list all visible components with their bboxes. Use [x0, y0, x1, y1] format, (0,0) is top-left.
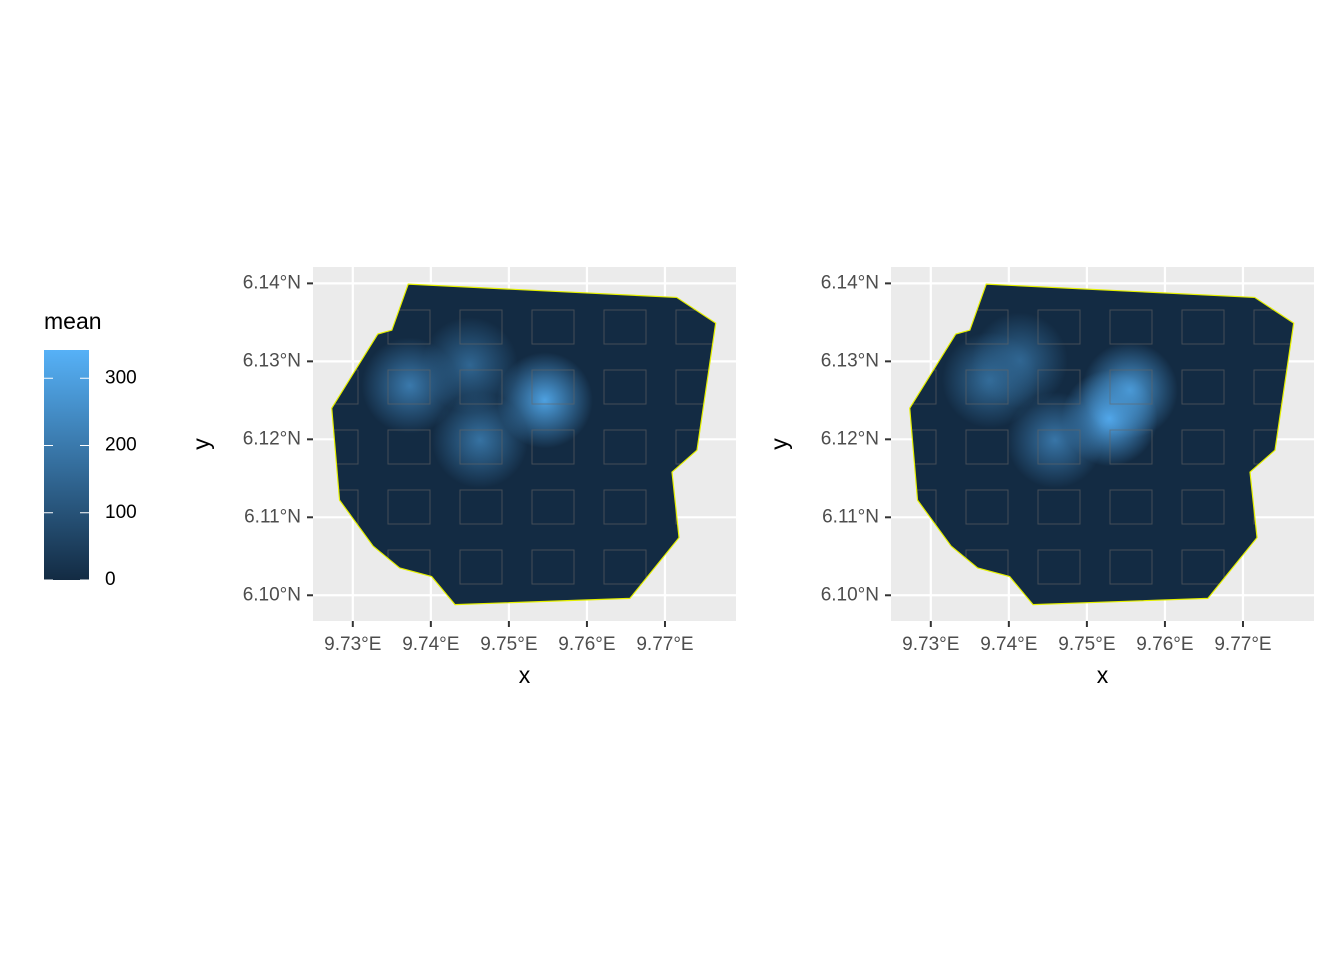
x-axis-title: x	[1097, 662, 1109, 688]
legend-label: 300	[105, 367, 137, 388]
legend-label: 0	[105, 569, 116, 590]
legend-label: 200	[105, 435, 137, 456]
cell-outline	[459, 429, 503, 465]
cell-outline	[1109, 369, 1153, 405]
cell-outline	[387, 489, 431, 525]
cell-outline	[965, 369, 1009, 405]
y-tick-label: 6.12°N	[243, 428, 301, 449]
y-tick-label: 6.10°N	[821, 584, 879, 605]
cell-outline	[675, 369, 716, 405]
cell-outline	[1109, 549, 1153, 585]
colorbar	[44, 350, 89, 580]
hotspot	[971, 312, 1068, 409]
cell-outline	[1037, 369, 1081, 405]
x-tick-label: 9.77°E	[1214, 634, 1271, 655]
raster	[331, 309, 716, 585]
cell-outline	[531, 549, 575, 585]
cell-outline	[1181, 549, 1225, 585]
x-tick-label: 9.73°E	[324, 634, 381, 655]
cell-outline	[459, 369, 503, 405]
y-tick-label: 6.14°N	[821, 272, 879, 293]
cell-outline	[1181, 489, 1225, 525]
cell-outline	[1037, 429, 1081, 465]
hotspot	[1081, 342, 1178, 439]
cell-outline	[1037, 489, 1081, 525]
x-tick-label: 9.76°E	[1136, 634, 1193, 655]
cell-outline	[1253, 369, 1294, 405]
y-tick-label: 6.11°N	[244, 506, 301, 527]
x-axis-title: x	[519, 662, 531, 688]
x-tick-label: 9.74°E	[980, 634, 1037, 655]
cell-outline	[531, 369, 575, 405]
cell-outline	[965, 489, 1009, 525]
y-tick-label: 6.13°N	[821, 350, 879, 371]
cell-outline	[1109, 489, 1153, 525]
cell-outline	[531, 309, 575, 345]
y-tick-label: 6.13°N	[243, 350, 301, 371]
cell-outline	[531, 489, 575, 525]
cell-outline	[387, 429, 431, 465]
region-outline	[331, 283, 717, 606]
x-tick-label: 9.77°E	[636, 634, 693, 655]
y-tick-label: 6.10°N	[243, 584, 301, 605]
y-axis-title: y	[766, 438, 792, 450]
y-tick-label: 6.14°N	[243, 272, 301, 293]
cell-outline	[387, 369, 431, 405]
x-tick-label: 9.75°E	[1058, 634, 1115, 655]
cell-outline	[459, 309, 503, 345]
cell-outline	[1109, 429, 1153, 465]
y-axis-title: y	[188, 438, 214, 450]
cell-outline	[459, 549, 503, 585]
cell-outline	[1181, 369, 1225, 405]
x-tick-label: 9.75°E	[480, 634, 537, 655]
cell-outline	[1181, 309, 1225, 345]
x-tick-label: 9.76°E	[558, 634, 615, 655]
cell-outline	[603, 309, 647, 345]
region-outline	[909, 283, 1295, 606]
cell-outline	[459, 489, 503, 525]
raster	[909, 309, 1294, 585]
legend-label: 100	[105, 502, 137, 523]
cell-outline	[531, 429, 575, 465]
y-tick-label: 6.12°N	[821, 428, 879, 449]
y-tick-label: 6.11°N	[822, 506, 879, 527]
cell-outline	[1037, 549, 1081, 585]
cell-outline	[603, 489, 647, 525]
x-tick-label: 9.73°E	[902, 634, 959, 655]
hotspot	[496, 352, 593, 449]
cell-outline	[1181, 429, 1225, 465]
hotspot	[421, 317, 518, 414]
cell-outline	[1037, 309, 1081, 345]
cell-outline	[603, 369, 647, 405]
cell-outline	[965, 429, 1009, 465]
cell-outline	[1109, 309, 1153, 345]
x-tick-label: 9.74°E	[402, 634, 459, 655]
cell-outline	[603, 429, 647, 465]
legend-title: mean	[44, 308, 102, 334]
cell-outline	[603, 549, 647, 585]
